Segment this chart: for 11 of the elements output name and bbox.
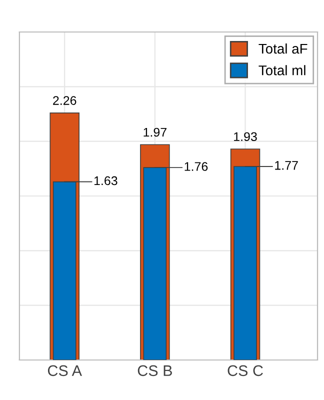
data-label: 1.77: [275, 161, 298, 170]
data-label: 1.93: [234, 132, 257, 142]
data-label: 2.26: [53, 96, 76, 105]
legend-label: Total aF: [258, 43, 308, 54]
x-tick-label: CS C: [228, 365, 263, 376]
legend-label: Total ml: [258, 65, 306, 76]
x-tick-label: CS A: [48, 365, 82, 376]
data-label: 1.63: [94, 176, 118, 186]
data-label: 1.97: [144, 128, 166, 137]
x-tick-label: CS B: [138, 365, 172, 376]
data-label: 1.76: [184, 162, 208, 171]
